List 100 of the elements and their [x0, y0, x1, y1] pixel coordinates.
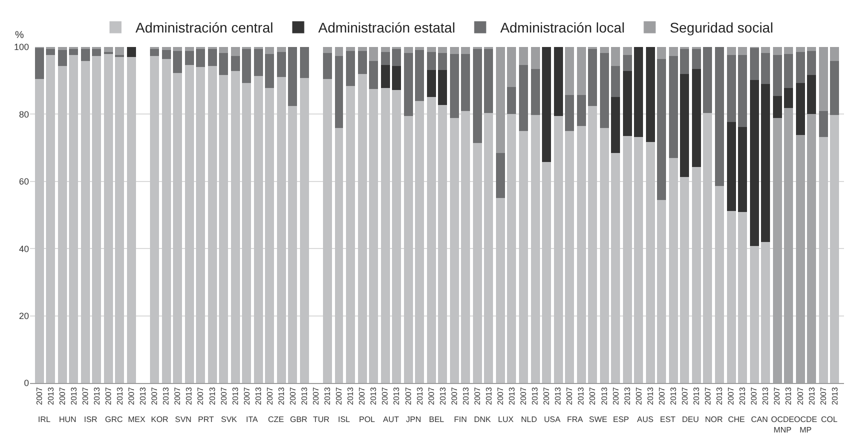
x-tick-label: 2007 [565, 386, 574, 405]
text: SWE [589, 415, 608, 424]
x-tick-label: 2013 [369, 386, 378, 405]
x-tick-label: 2007 [772, 386, 782, 405]
x-tick-label: 2013 [323, 386, 332, 405]
bar [669, 47, 678, 56]
bar [727, 47, 736, 55]
text: NOR [705, 415, 723, 424]
bar [335, 56, 343, 128]
x-tick-label: 2007 [634, 386, 644, 405]
x-tick-label: 2013 [162, 386, 171, 405]
bar [773, 118, 782, 383]
bar [807, 114, 816, 383]
x-tick-label: 2007 [726, 386, 736, 405]
bar [358, 51, 367, 74]
text: PRT [198, 415, 214, 424]
legend-label: Administración central [136, 20, 274, 36]
x-tick-label: 2013 [646, 386, 655, 405]
bar [196, 48, 205, 67]
x-tick-label: 2013 [830, 386, 840, 405]
x-tick-label: 2013 [784, 386, 794, 405]
bar [484, 113, 493, 383]
bar [738, 127, 747, 212]
x-tick-label: 2007 [542, 386, 552, 405]
bar [600, 53, 609, 128]
bar [369, 61, 378, 89]
y-tick-label: 100 [14, 42, 29, 52]
bar [623, 47, 632, 55]
text: CHE [728, 415, 745, 424]
x-tick-label: 2007 [750, 386, 759, 405]
bar [277, 77, 286, 383]
x-tick-label: 2007 [219, 386, 228, 405]
bar [219, 53, 228, 75]
bar [381, 52, 390, 65]
bar [438, 70, 447, 105]
x-tick-label: 2013 [92, 386, 102, 405]
x-tick-label: 2007 [358, 386, 367, 405]
bar [300, 47, 309, 78]
x-tick-label: 2007 [680, 386, 690, 405]
bar [496, 153, 505, 198]
text: GRC [105, 415, 123, 424]
x-tick-label: 2013 [554, 386, 563, 405]
bar [773, 47, 782, 55]
text: LUX [498, 415, 514, 424]
bar [807, 51, 816, 75]
legend-label: Seguridad social [670, 20, 774, 36]
x-tick-label: 2013 [484, 386, 494, 405]
bar [381, 47, 390, 52]
bar [703, 113, 712, 383]
bar [680, 74, 689, 177]
x-tick-label: 2013 [807, 386, 816, 405]
bar [738, 47, 747, 55]
x-tick-label: 2013 [392, 386, 402, 405]
bar [669, 56, 678, 158]
bar [519, 47, 528, 65]
x-tick-label: 2013 [276, 386, 286, 405]
x-tick-label: 2007 [426, 386, 436, 405]
text: JPN [406, 415, 422, 424]
bar [461, 54, 470, 111]
bar [404, 47, 413, 53]
x-tick-label: 2007 [404, 386, 413, 405]
bar [162, 50, 171, 59]
bar [773, 96, 782, 118]
bar [392, 49, 401, 66]
bar [277, 52, 286, 77]
x-tick-label: 2013 [508, 386, 517, 405]
text: DEU [682, 415, 700, 424]
bar [81, 48, 90, 61]
x-tick-label: 2013 [715, 386, 724, 405]
x-tick-label: 2013 [622, 386, 632, 405]
bar [127, 57, 136, 383]
bar [784, 108, 793, 383]
bar [588, 49, 597, 106]
x-tick-label: 2013 [415, 386, 424, 405]
bar [565, 47, 574, 95]
y-tick-label: 0 [24, 378, 29, 388]
bar [507, 47, 516, 87]
bar [427, 70, 436, 97]
bar [427, 97, 436, 383]
bar [784, 54, 793, 88]
x-tick-label: 2007 [150, 386, 160, 405]
bar [554, 47, 563, 116]
text: ITA [246, 415, 259, 424]
bar [830, 61, 839, 115]
x-tick-label: 2007 [104, 386, 113, 405]
bar [150, 56, 159, 383]
text: COL [821, 415, 838, 424]
text: POL [359, 415, 376, 424]
y-tick-label: 60 [18, 176, 29, 187]
bar [554, 116, 563, 383]
bar [796, 83, 805, 135]
bar [173, 47, 182, 51]
bar [381, 88, 390, 383]
bar [657, 47, 666, 59]
bar [484, 48, 493, 113]
bar [450, 118, 459, 383]
bar [819, 111, 828, 137]
x-tick-label: 2007 [80, 386, 90, 405]
bar [692, 167, 701, 383]
legend-label: Administración local [500, 20, 625, 36]
